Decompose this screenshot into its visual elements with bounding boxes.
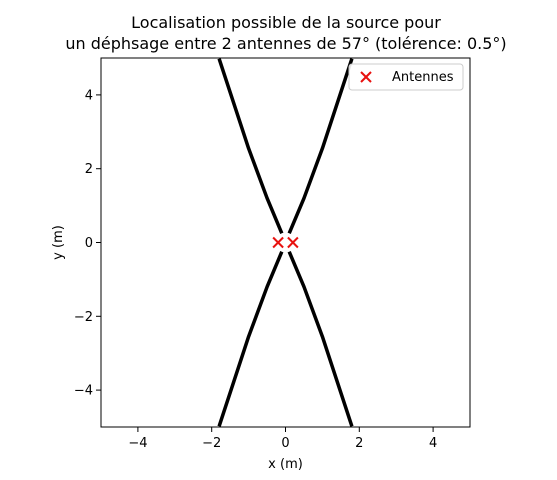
y-tick-label: 4	[85, 88, 93, 103]
x-axis-label: x (m)	[268, 457, 303, 472]
axes-frame	[100, 57, 471, 428]
legend-frame	[348, 63, 464, 91]
x-tick-label: 2	[355, 436, 363, 451]
legend-label-antennes: Antennes	[392, 70, 454, 85]
solution-branch-3	[217, 58, 284, 234]
legend-marker-antennes	[360, 71, 372, 83]
x-tick-label: 0	[281, 436, 289, 451]
y-tick-label: −4	[74, 384, 93, 399]
antenna-marker-2-stroke-b	[287, 236, 299, 249]
antenna-marker-1	[272, 236, 284, 249]
x-tick-label: −4	[128, 436, 147, 451]
y-tick-label: 2	[85, 162, 93, 177]
x-axis-ticks: −4 −2 0 2 4	[128, 427, 437, 451]
chart-title-line-2: un déphsage entre 2 antennes de 57° (tol…	[65, 34, 506, 53]
solution-branch-1	[287, 58, 354, 234]
legend: Antennes	[348, 63, 464, 91]
antenna-marker-1-stroke-b	[272, 236, 284, 249]
y-axis-label: y (m)	[51, 225, 66, 260]
y-axis-ticks: −4 −2 0 2 4	[74, 88, 101, 399]
solution-branch-4	[217, 251, 284, 427]
chart-title-line-1: Localisation possible de la source pour	[131, 13, 441, 32]
y-tick-label: 0	[85, 236, 93, 251]
x-tick-label: 4	[429, 436, 437, 451]
y-tick-label: −2	[74, 310, 93, 325]
solution-branch-2	[287, 251, 354, 427]
antenna-marker-2	[287, 236, 299, 249]
plot-area	[217, 58, 354, 427]
x-tick-label: −2	[202, 436, 221, 451]
